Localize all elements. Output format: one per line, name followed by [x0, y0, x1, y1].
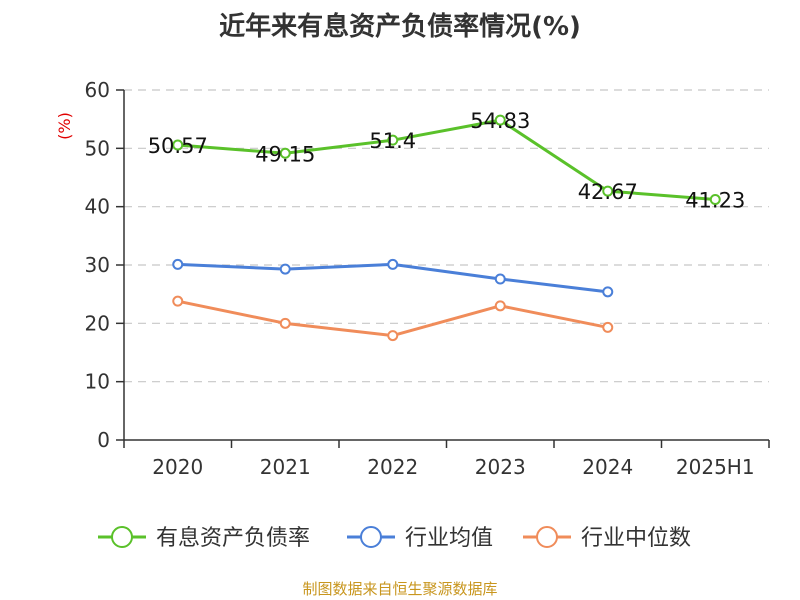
y-tick-label: 30 [85, 253, 110, 277]
x-tick-label: 2022 [367, 455, 418, 479]
data-point [279, 147, 291, 159]
data-point [602, 286, 614, 298]
data-point [602, 321, 614, 333]
data-point [172, 258, 184, 270]
data-point [387, 134, 399, 146]
data-point [172, 139, 184, 151]
data-label: 49.15 [255, 142, 315, 166]
data-label: 50.57 [148, 134, 208, 158]
data-point [387, 330, 399, 342]
data-label: 54.83 [470, 109, 530, 133]
data-source-footer: 制图数据来自恒生聚源数据库 [302, 580, 498, 598]
x-tick-label: 2020 [152, 455, 203, 479]
data-point [602, 185, 614, 197]
data-point [279, 263, 291, 275]
data-point [494, 300, 506, 312]
y-tick-label: 20 [85, 311, 110, 335]
legend-marker [360, 526, 382, 548]
y-tick-label: 60 [85, 78, 110, 102]
data-label: 42.67 [578, 180, 638, 204]
y-tick-label: 0 [97, 428, 110, 452]
data-point [494, 273, 506, 285]
x-tick-label: 2021 [260, 455, 311, 479]
legend-label: 有息资产负债率 [156, 526, 310, 551]
data-point [279, 317, 291, 329]
legend-label: 行业中位数 [581, 526, 691, 551]
data-point [172, 295, 184, 307]
legend-marker [536, 526, 558, 548]
chart-title: 近年来有息资产负债率情况(%) [219, 12, 581, 42]
legend-label: 行业均值 [405, 526, 493, 551]
legend-marker [111, 526, 133, 548]
data-label: 51.4 [369, 129, 416, 153]
x-tick-label: 2024 [582, 455, 633, 479]
data-point [709, 193, 721, 205]
y-axis-label: (%) [55, 112, 74, 140]
y-tick-label: 10 [85, 370, 110, 394]
x-tick-label: 2025H1 [676, 455, 755, 479]
y-tick-label: 40 [85, 195, 110, 219]
y-tick-label: 50 [85, 136, 110, 160]
series-line [177, 118, 716, 201]
x-tick-label: 2023 [475, 455, 526, 479]
data-point [494, 114, 506, 126]
data-point [387, 258, 399, 270]
data-label: 41.23 [685, 188, 745, 212]
